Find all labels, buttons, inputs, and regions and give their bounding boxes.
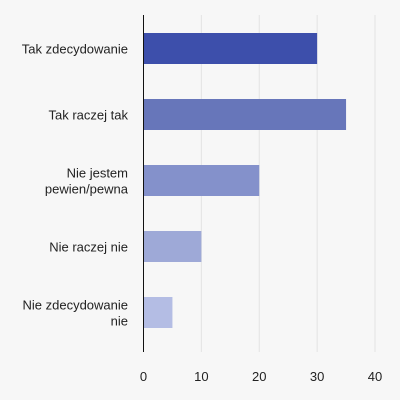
- category-label: Tak zdecydowanie: [22, 42, 128, 57]
- bar: [143, 33, 318, 64]
- category-label: Nie raczej nie: [49, 240, 128, 255]
- x-tick-labels: 0 10 20 30 40: [140, 369, 382, 384]
- bars: [143, 33, 347, 328]
- category-labels: Tak zdecydowanie Tak raczej tak Nie jestem…: [22, 42, 129, 329]
- bar: [143, 99, 347, 130]
- x-tick-label: 40: [368, 369, 382, 384]
- bar: [143, 297, 173, 328]
- category-label: pewien/pewna: [45, 182, 129, 197]
- bar: [143, 165, 260, 196]
- category-label: Tak raczej tak: [49, 108, 129, 123]
- category-label: Nie jestem: [67, 166, 128, 181]
- category-label: nie: [111, 314, 128, 329]
- bar: [143, 231, 202, 262]
- x-tick-label: 0: [140, 369, 147, 384]
- x-tick-label: 10: [194, 369, 208, 384]
- x-tick-label: 30: [310, 369, 324, 384]
- x-tick-label: 20: [252, 369, 266, 384]
- category-label: Nie zdecydowanie: [22, 298, 128, 313]
